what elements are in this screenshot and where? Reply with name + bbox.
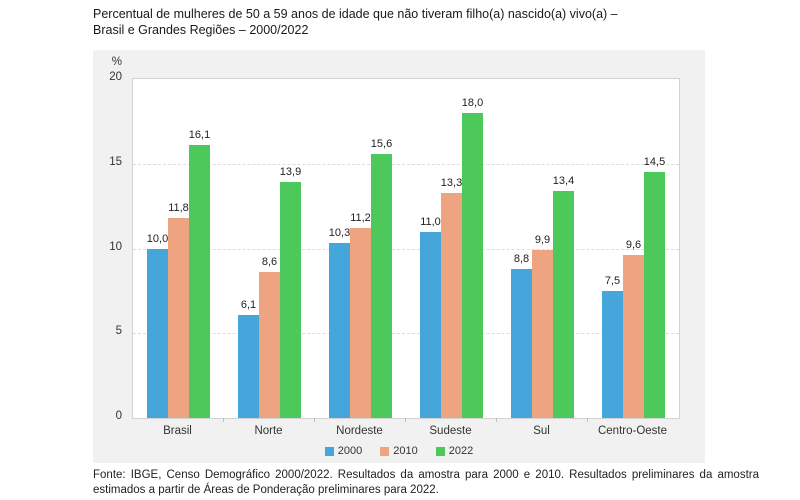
bar-value-label: 11,0: [420, 215, 441, 228]
bar-value-label: 11,8: [168, 201, 189, 214]
gridline-15: [133, 163, 679, 165]
legend-item-2010: 2010: [380, 445, 418, 457]
bar-2000-Sudeste: [420, 231, 441, 418]
x-axis-tick: [405, 418, 406, 422]
x-category-label: Norte: [254, 425, 283, 437]
bar-value-label: 10,3: [328, 227, 351, 240]
x-category-label: Sudeste: [429, 425, 472, 437]
bar-2022-Sudeste: [462, 112, 483, 418]
bar-2000-Brasil: [147, 248, 168, 418]
y-tick-label: 5: [115, 325, 122, 338]
gridline-10: [133, 248, 679, 250]
x-category-label: Sul: [533, 425, 550, 437]
bar-value-label: 9,9: [534, 234, 551, 247]
y-tick-label: 15: [109, 155, 122, 168]
bar-value-label: 13,3: [440, 176, 463, 189]
chart-panel: % 10,0 11,8 16,1 6,1 8,6 13,9 10,3 11,2 15,6 11,0…: [93, 50, 705, 463]
x-category-label: Brasil: [163, 425, 192, 437]
x-category-label: Centro-Oeste: [597, 425, 668, 437]
y-tick-label: 20: [109, 71, 122, 83]
legend-label: 2000: [337, 445, 363, 457]
source-note: Fonte: IBGE, Censo Demográfico 2000/2022…: [93, 469, 759, 496]
bar-value-label: 8,8: [513, 252, 530, 265]
bar-value-label: 15,6: [370, 137, 393, 150]
plot-area: 10,0 11,8 16,1 6,1 8,6 13,9 10,3 11,2 15,6 11,0 13…: [132, 78, 680, 419]
bar-value-label: 16,1: [188, 129, 211, 142]
bar-value-label: 13,9: [279, 166, 302, 179]
bar-2000-Sul: [511, 268, 532, 418]
bar-2010-Nordeste: [350, 228, 371, 418]
bar-2010-Norte: [259, 272, 280, 418]
chart-title-line1: Percentual de mulheres de 50 a 59 anos d…: [93, 7, 618, 21]
bar-value-label: 13,4: [552, 174, 575, 187]
bar-2022-Centro-Oeste: [644, 172, 665, 418]
bar-2010-Centro-Oeste: [623, 255, 644, 418]
legend-item-2000: 2000: [324, 445, 363, 457]
legend-swatch-2000: [324, 446, 334, 456]
y-axis-unit-label: %: [111, 56, 122, 68]
bar-2000-Nordeste: [329, 243, 350, 418]
legend-label: 2022: [448, 445, 474, 457]
legend-swatch-2022: [435, 446, 445, 456]
chart-title: Percentual de mulheres de 50 a 59 anos d…: [93, 6, 763, 38]
legend-label: 2010: [393, 445, 418, 457]
y-tick-label: 10: [109, 240, 122, 253]
bar-value-label: 9,6: [625, 239, 642, 252]
legend-item-2022: 2022: [435, 445, 474, 457]
bar-value-label: 8,6: [261, 256, 278, 269]
bar-2010-Brasil: [168, 218, 189, 418]
bar-2022-Norte: [280, 182, 301, 418]
bar-value-label: 11,2: [350, 212, 371, 225]
bar-value-label: 7,5: [604, 274, 621, 287]
legend-swatch-2010: [380, 446, 390, 456]
bar-value-label: 14,5: [643, 156, 666, 169]
gridline-5: [133, 333, 679, 335]
bar-2022-Sul: [553, 190, 574, 418]
bar-value-label: 6,1: [240, 298, 257, 311]
legend: 2000 2010 2022: [93, 443, 705, 459]
x-axis-tick: [587, 418, 588, 422]
bar-2010-Sul: [532, 250, 553, 418]
bar-2000-Centro-Oeste: [602, 290, 623, 418]
bar-2022-Brasil: [189, 145, 210, 418]
bar-value-label: 18,0: [461, 96, 484, 109]
x-axis-tick: [496, 418, 497, 422]
x-category-label: Nordeste: [336, 425, 383, 437]
x-axis-tick: [223, 418, 224, 422]
bar-2000-Norte: [238, 314, 259, 418]
y-tick-label: 0: [115, 410, 122, 422]
bar-2010-Sudeste: [441, 192, 462, 418]
bar-value-label: 10,0: [146, 232, 169, 245]
x-axis-tick: [314, 418, 315, 422]
chart-title-line2: Brasil e Grandes Regiões – 2000/2022: [93, 23, 309, 37]
bar-2022-Nordeste: [371, 153, 392, 418]
